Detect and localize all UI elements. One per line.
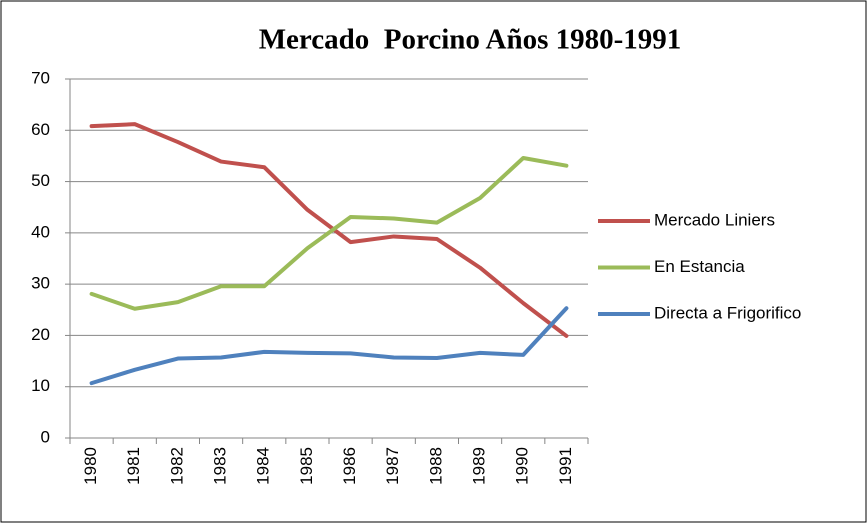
series-line bbox=[89, 155, 569, 311]
x-tick-label: 1983 bbox=[211, 447, 230, 485]
y-tick-label: 70 bbox=[31, 68, 50, 87]
x-tick-label: 1985 bbox=[297, 447, 316, 485]
series-line bbox=[89, 306, 569, 386]
x-tick-label: 1980 bbox=[81, 447, 100, 485]
legend-label: Directa a Frigorifico bbox=[654, 303, 801, 322]
y-tick-label: 40 bbox=[31, 222, 50, 241]
y-tick-label: 0 bbox=[41, 427, 50, 446]
x-tick-label: 1984 bbox=[254, 447, 273, 485]
series-line bbox=[89, 122, 569, 338]
x-tick-label: 1987 bbox=[383, 447, 402, 485]
x-tick-label: 1981 bbox=[124, 447, 143, 485]
y-tick-label: 60 bbox=[31, 120, 50, 139]
x-tick-label: 1991 bbox=[556, 447, 575, 485]
y-tick-label: 30 bbox=[31, 274, 50, 293]
x-tick-label: 1986 bbox=[340, 447, 359, 485]
x-tick-label: 1982 bbox=[167, 447, 186, 485]
x-tick-label: 1989 bbox=[470, 447, 489, 485]
y-tick-label: 20 bbox=[31, 325, 50, 344]
y-tick-label: 10 bbox=[31, 376, 50, 395]
legend-label: En Estancia bbox=[654, 257, 745, 276]
legend-label: Mercado Liniers bbox=[654, 210, 775, 229]
x-tick-label: 1990 bbox=[513, 447, 532, 485]
x-tick-label: 1988 bbox=[426, 447, 445, 485]
y-tick-label: 50 bbox=[31, 171, 50, 190]
chart-title: Mercado Porcino Años 1980-1991 bbox=[259, 24, 682, 56]
